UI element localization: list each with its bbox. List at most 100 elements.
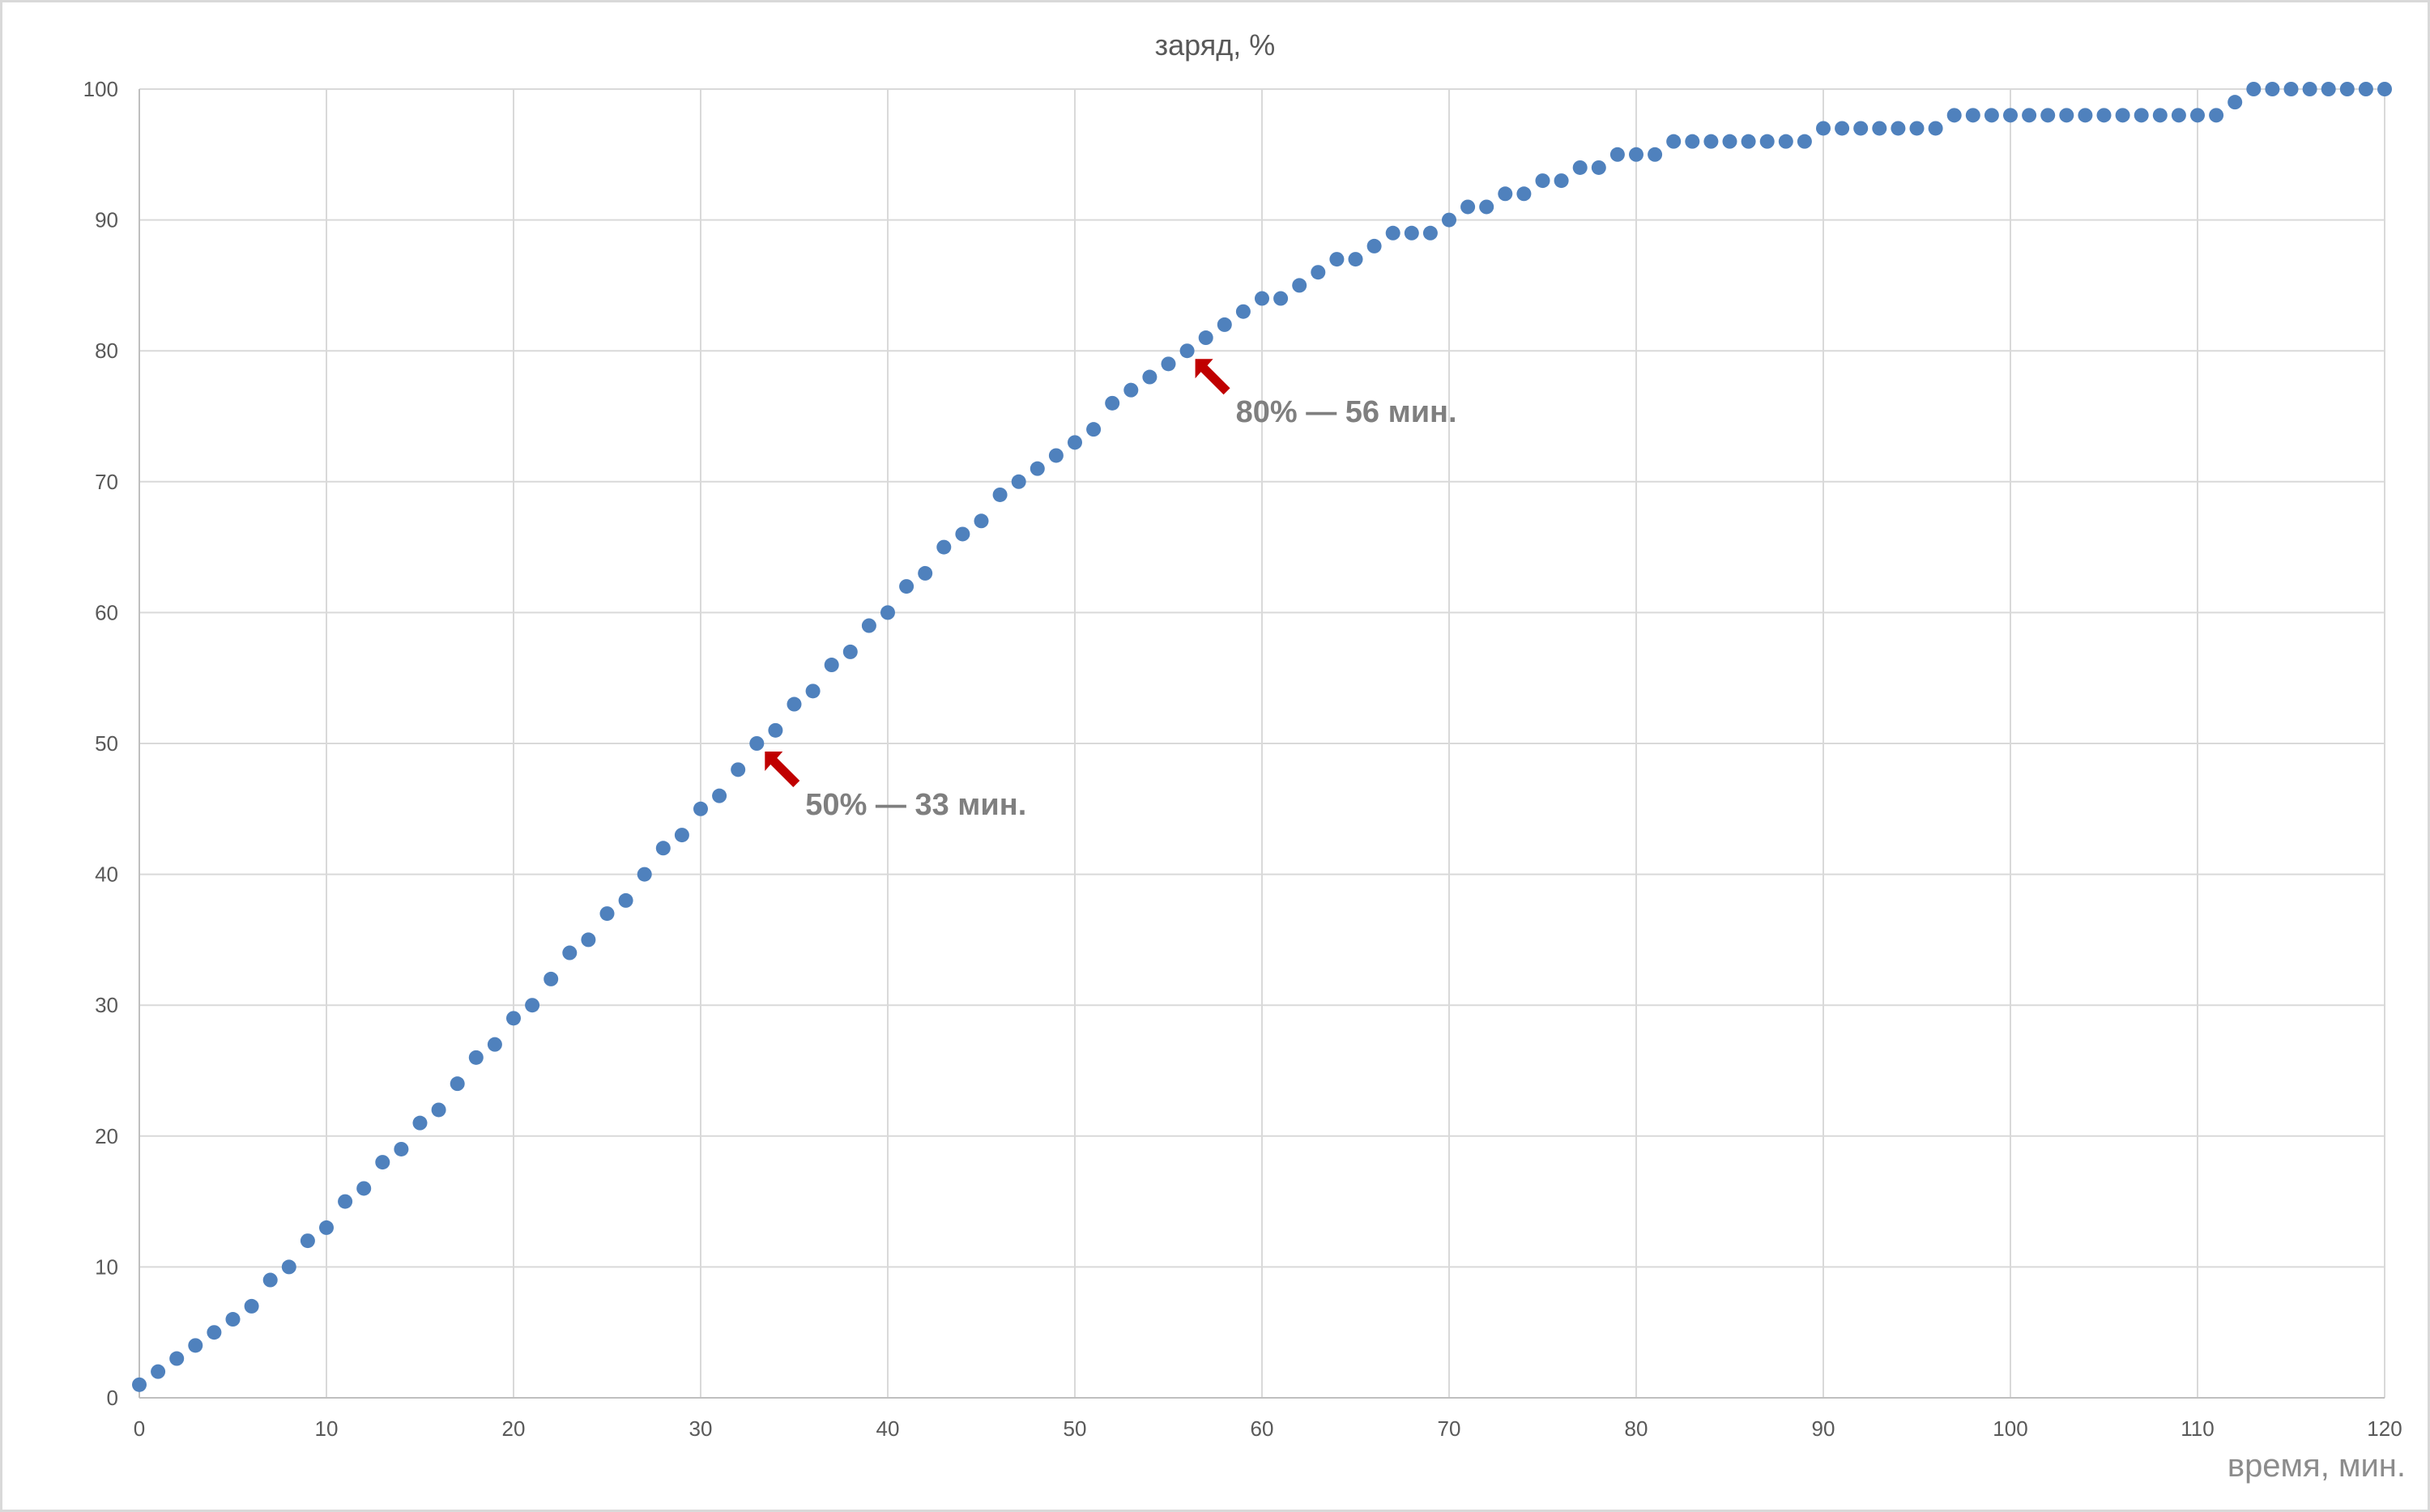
data-point	[1179, 343, 1195, 359]
data-point	[2115, 108, 2130, 123]
data-point	[599, 906, 615, 922]
data-point	[412, 1115, 428, 1131]
data-point	[1255, 291, 1269, 306]
data-point	[2321, 82, 2336, 96]
data-point	[618, 892, 633, 908]
data-point	[1348, 252, 1363, 267]
arrow-shape	[765, 752, 800, 787]
y-tick-label: 60	[95, 600, 118, 624]
data-point	[506, 1011, 521, 1026]
data-point	[1161, 356, 1176, 372]
data-point	[2059, 108, 2074, 123]
data-point	[2171, 108, 2186, 123]
y-tick-label: 90	[95, 208, 118, 232]
data-point	[1759, 134, 1775, 149]
data-point	[225, 1312, 241, 1327]
data-point	[1872, 121, 1887, 136]
chart-title: заряд, %	[1155, 28, 1276, 62]
data-point	[1273, 291, 1289, 306]
data-point	[1965, 108, 1980, 123]
data-point	[2078, 108, 2093, 123]
y-tick-label: 20	[95, 1124, 118, 1148]
x-tick-label: 120	[2367, 1416, 2402, 1441]
x-tick-label: 60	[1251, 1416, 1274, 1441]
data-point	[262, 1272, 278, 1288]
data-point	[731, 762, 746, 777]
data-point	[2003, 108, 2018, 123]
data-point	[1816, 121, 1831, 136]
data-point	[2209, 108, 2224, 123]
data-point	[1741, 134, 1756, 149]
data-point	[1835, 121, 1850, 136]
data-point	[169, 1351, 185, 1366]
data-point	[2040, 108, 2056, 123]
data-point	[450, 1076, 465, 1092]
data-point	[1068, 435, 1082, 450]
y-tick-label: 80	[95, 339, 118, 363]
data-point	[244, 1298, 259, 1314]
x-tick-label: 20	[502, 1416, 526, 1441]
data-point	[1292, 278, 1307, 293]
data-point	[805, 684, 821, 699]
data-point	[693, 801, 708, 816]
data-point	[2096, 108, 2112, 123]
data-point	[487, 1037, 502, 1052]
data-point	[132, 1377, 147, 1392]
data-point	[1086, 422, 1102, 437]
data-point	[899, 579, 914, 594]
data-point	[712, 788, 727, 803]
data-point	[2246, 82, 2262, 96]
x-tick-label: 50	[1064, 1416, 1087, 1441]
data-point	[1030, 461, 1045, 476]
annotation-label: 80% — 56 мин.	[1236, 395, 1457, 429]
data-point	[787, 696, 802, 712]
data-point	[2022, 108, 2037, 123]
data-point	[768, 722, 783, 738]
data-point	[562, 945, 578, 960]
x-axis-label: время, мин.	[2228, 1448, 2406, 1484]
data-point	[1142, 369, 1157, 385]
data-point	[1853, 121, 1869, 136]
data-point	[1722, 134, 1737, 149]
data-point	[674, 828, 689, 843]
data-point	[861, 618, 876, 633]
data-point	[207, 1325, 222, 1340]
data-points	[132, 82, 2392, 1392]
data-point	[1366, 238, 1382, 253]
data-point	[955, 526, 970, 542]
data-point	[1629, 147, 1643, 162]
data-point	[2358, 82, 2373, 96]
data-point	[992, 487, 1008, 502]
data-point	[880, 605, 895, 620]
data-point	[2377, 82, 2392, 96]
data-point	[1516, 186, 1532, 202]
data-point	[188, 1338, 203, 1353]
x-tick-label: 80	[1625, 1416, 1648, 1441]
x-tick-label: 90	[1812, 1416, 1835, 1441]
annotation-arrow	[765, 752, 800, 787]
data-point	[300, 1233, 315, 1249]
data-point	[1422, 225, 1438, 241]
x-tick-label: 110	[2181, 1416, 2214, 1441]
y-tick-label: 100	[83, 77, 118, 101]
data-point	[1609, 147, 1625, 162]
annotation-label: 50% — 33 мин.	[805, 788, 1026, 822]
data-point	[1928, 121, 1943, 136]
data-point	[1385, 225, 1400, 241]
data-point	[1011, 474, 1026, 489]
data-point	[1797, 134, 1812, 149]
data-point	[2134, 108, 2149, 123]
data-point	[1891, 121, 1906, 136]
x-tick-label: 0	[134, 1416, 145, 1441]
data-point	[2302, 82, 2317, 96]
data-point	[842, 644, 858, 659]
data-point	[1591, 160, 1606, 175]
data-point	[1498, 186, 1513, 202]
data-point	[2190, 108, 2205, 123]
data-point	[1217, 317, 1232, 332]
data-point	[2152, 108, 2168, 123]
data-point	[749, 736, 765, 751]
data-point	[1404, 225, 1419, 241]
x-tick-labels: 0 10 20 30 40 50 60 70 80 90 100 110 120	[134, 1416, 2402, 1441]
